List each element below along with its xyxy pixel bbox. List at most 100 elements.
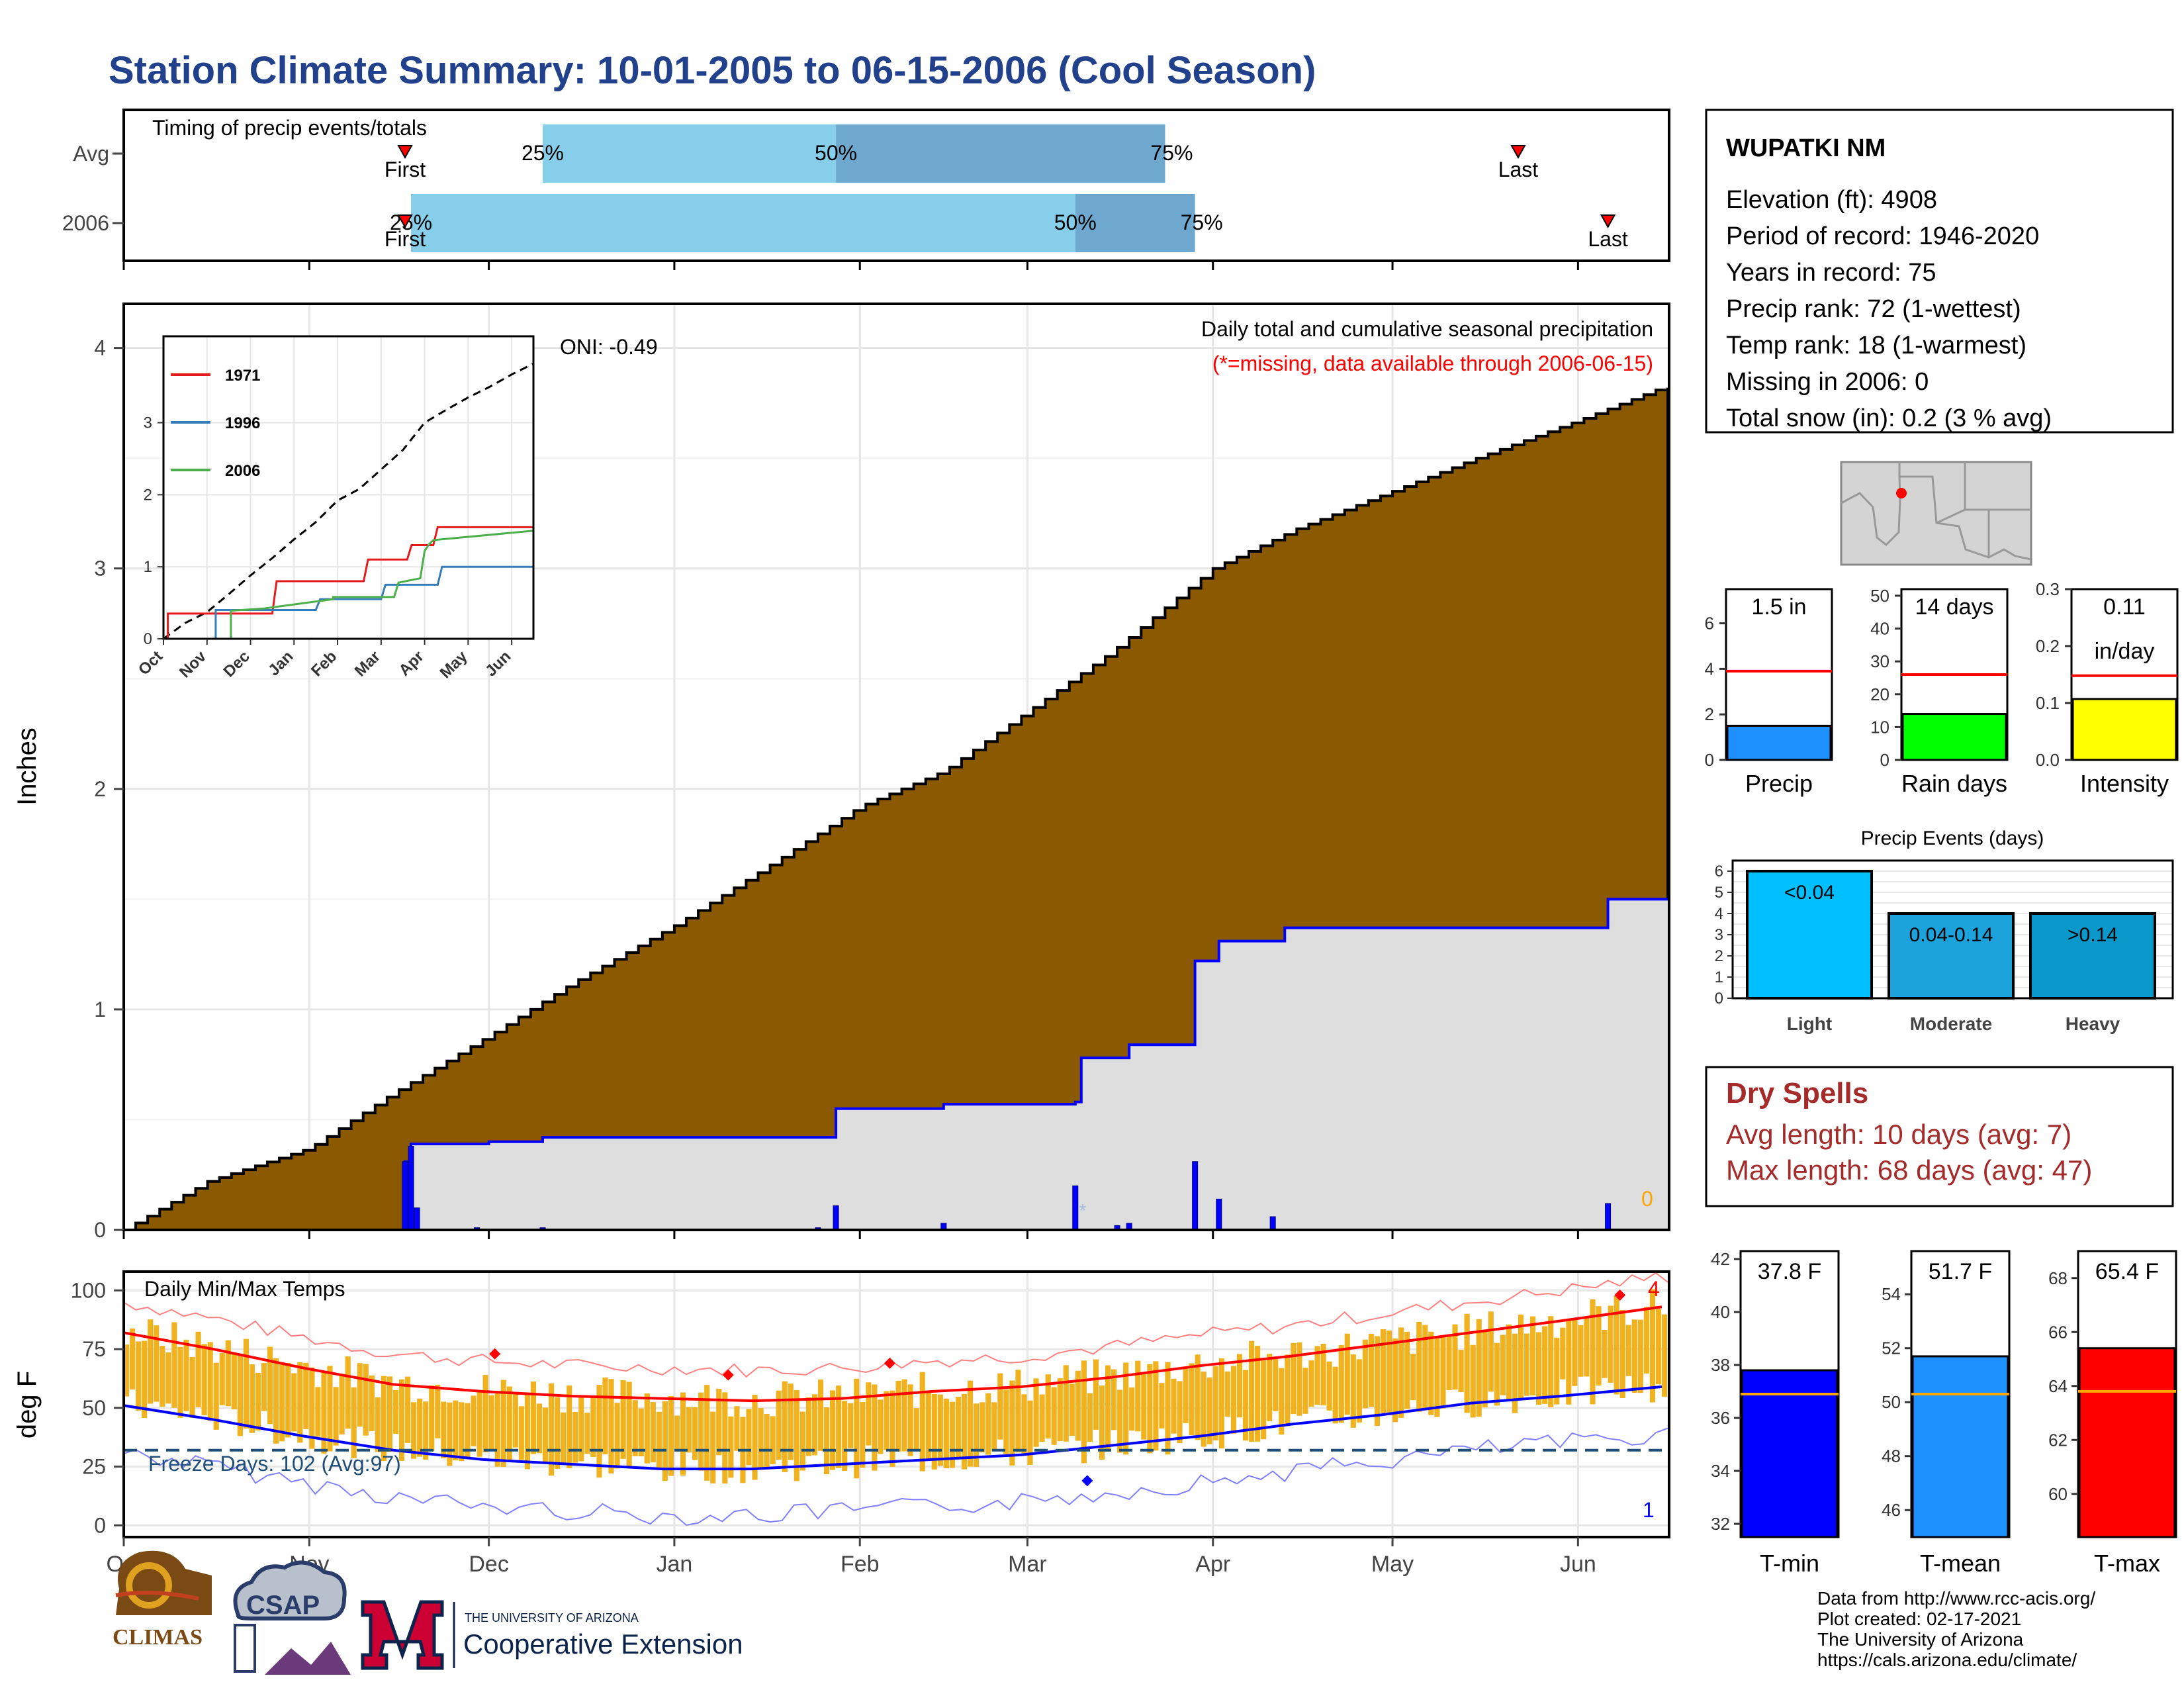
daily-temp-bar xyxy=(907,1384,913,1456)
daily-temp-bar xyxy=(1045,1374,1051,1439)
daily-temp-bar xyxy=(1009,1380,1015,1466)
station-info-line: Temp rank: 18 (1-warmest) xyxy=(1726,332,2026,359)
daily-temp-bar xyxy=(345,1356,351,1429)
daily-temp-bar xyxy=(1368,1334,1375,1407)
daily-temp-bar xyxy=(602,1377,608,1455)
daily-temp-bar xyxy=(596,1385,602,1478)
temp-bar-label: T-mean xyxy=(1920,1550,2001,1577)
daily-temp-bar xyxy=(1201,1371,1206,1447)
inset-series-line xyxy=(163,530,534,640)
mini-bar-tick-label: 30 xyxy=(1870,651,1889,671)
daily-temp-bar xyxy=(1458,1350,1464,1393)
daily-temp-bar xyxy=(1081,1360,1087,1464)
footer-line: Plot created: 02-17-2021 xyxy=(1817,1609,2021,1629)
daily-temp-bar xyxy=(1338,1344,1344,1423)
temp-bar-value-text: 65.4 F xyxy=(2095,1259,2159,1284)
daily-temp-bar xyxy=(453,1400,459,1461)
temp-x-tick-label: May xyxy=(1371,1552,1414,1577)
daily-temp-bar xyxy=(333,1387,339,1446)
daily-temp-bar xyxy=(555,1397,561,1469)
precip-y-tick-label: 3 xyxy=(94,557,106,581)
mini-bar-label: Rain days xyxy=(1901,770,2007,797)
inset-y-tick-label: 3 xyxy=(144,414,152,432)
missing-count: 0 xyxy=(1641,1187,1653,1211)
daily-temp-bar xyxy=(357,1363,363,1427)
temp-bar-tick-label: 62 xyxy=(2048,1430,2068,1450)
daily-temp-bar xyxy=(608,1379,614,1474)
daily-temp-bar xyxy=(1291,1342,1297,1415)
daily-temp-bar xyxy=(465,1403,471,1459)
temp-bar-tick-label: 68 xyxy=(2048,1268,2068,1288)
daily-temp-bar xyxy=(1661,1314,1668,1397)
daily-temp-bar xyxy=(327,1366,333,1452)
daily-temp-bar xyxy=(1177,1381,1183,1444)
daily-temp-bar xyxy=(817,1380,824,1451)
mini-bar-value-text: 0.11 xyxy=(2103,594,2146,620)
daily-temp-bar xyxy=(1512,1333,1518,1413)
daily-temp-bar xyxy=(620,1380,626,1459)
daily-temp-bar xyxy=(1440,1335,1446,1409)
daily-temp-bar xyxy=(895,1380,901,1452)
temp-bar-tick-label: 42 xyxy=(1711,1249,1730,1269)
daily-precip-bar xyxy=(1192,1161,1199,1231)
daily-temp-bar xyxy=(405,1376,411,1443)
daily-temp-bar xyxy=(1560,1327,1566,1380)
daily-temp-bar xyxy=(1398,1327,1404,1418)
daily-temp-bar xyxy=(1524,1333,1530,1396)
daily-temp-bar xyxy=(1242,1370,1249,1441)
daily-temp-bar xyxy=(937,1394,943,1466)
daily-temp-bar xyxy=(1135,1360,1141,1432)
daily-temp-bar xyxy=(1039,1394,1045,1442)
temp-x-tick-label: Feb xyxy=(841,1552,880,1577)
daily-temp-bar xyxy=(1332,1366,1338,1424)
daily-temp-bar xyxy=(752,1395,758,1480)
daily-temp-bar xyxy=(542,1407,549,1463)
daily-temp-bar xyxy=(363,1364,369,1436)
record-high-line xyxy=(123,1272,1668,1378)
mini-bar-tick-label: 40 xyxy=(1870,619,1889,639)
mini-bar-tick-label: 6 xyxy=(1705,614,1714,633)
temp-bar-tick-label: 64 xyxy=(2048,1376,2068,1396)
ua-logo: THE UNIVERSITY OF ARIZONA Cooperative Ex… xyxy=(361,1600,743,1670)
inset-frame xyxy=(162,335,535,640)
daily-temp-bar xyxy=(1183,1368,1189,1423)
daily-temp-bar xyxy=(315,1387,321,1437)
daily-temp-bar xyxy=(207,1342,213,1421)
daily-temp-bar xyxy=(782,1381,788,1472)
daily-precip-bar xyxy=(408,1145,414,1231)
events-tick-label: 4 xyxy=(1715,905,1723,923)
csap-text: CSAP xyxy=(246,1591,320,1620)
mini-bar-value xyxy=(2071,698,2177,761)
record-high-point xyxy=(722,1369,734,1381)
daily-temp-bar xyxy=(1572,1318,1578,1386)
daily-temp-bar xyxy=(189,1356,195,1418)
daily-temp-bar xyxy=(339,1375,345,1434)
timing-p75-label: 75% xyxy=(1181,211,1223,234)
daily-temp-bar xyxy=(1643,1307,1649,1374)
daily-temp-bar xyxy=(913,1408,919,1450)
daily-temp-bar xyxy=(1500,1335,1506,1395)
daily-temp-bar xyxy=(392,1389,399,1434)
daily-temp-bar xyxy=(1153,1361,1159,1451)
daily-temp-bar xyxy=(417,1398,423,1457)
daily-temp-bar xyxy=(1308,1360,1314,1407)
daily-temp-bar xyxy=(1362,1339,1368,1409)
daily-temp-bar xyxy=(1093,1359,1099,1430)
daily-temp-bar xyxy=(231,1352,237,1409)
precip-note: Daily total and cumulative seasonal prec… xyxy=(1201,317,1653,341)
daily-temp-bar xyxy=(1602,1329,1608,1378)
daily-temp-bar xyxy=(626,1382,632,1469)
daily-temp-bar xyxy=(261,1363,267,1411)
inset-legend-label: 2006 xyxy=(225,462,260,480)
daily-temp-bar xyxy=(848,1403,854,1449)
daily-temp-bar xyxy=(1344,1333,1350,1415)
daily-temp-bar xyxy=(1578,1325,1584,1377)
daily-temp-bar xyxy=(1033,1378,1039,1447)
daily-temp-bar xyxy=(961,1393,968,1470)
footer-line: The University of Arizona xyxy=(1817,1629,2024,1650)
daily-temp-bar xyxy=(213,1362,219,1430)
daily-temp-bar xyxy=(1069,1383,1075,1436)
daily-temp-bar xyxy=(728,1416,734,1478)
events-bar-value: >0.14 xyxy=(2068,924,2118,946)
